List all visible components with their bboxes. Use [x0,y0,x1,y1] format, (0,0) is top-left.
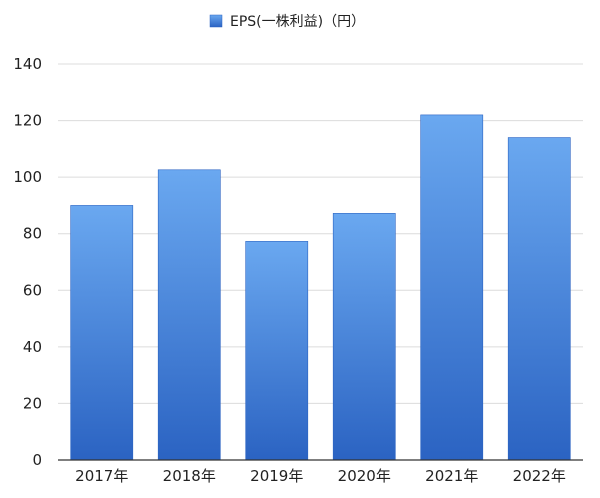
x-tick-label: 2021年 [425,467,478,485]
x-axis-ticks: 2017年 2018年 2019年 2020年 2021年 2022年 [75,467,566,485]
x-tick-label: 2020年 [338,467,391,485]
y-tick-label: 140 [13,55,42,73]
bar-2019年 [245,241,309,461]
y-tick-label: 100 [13,168,42,186]
legend: EPS(一株利益)（円） [209,14,365,30]
y-tick-label: 40 [23,338,42,356]
y-tick-label: 0 [32,451,42,469]
bar-2017年 [70,205,134,461]
y-tick-label: 120 [13,112,42,130]
y-axis-ticks: 0 20 40 60 80 100 120 140 [13,55,42,469]
bar-2020年 [332,213,396,461]
y-tick-label: 20 [23,394,42,412]
legend-label: EPS(一株利益)（円） [230,14,365,30]
bars [70,114,571,461]
x-tick-label: 2018年 [163,467,216,485]
x-tick-label: 2017年 [75,467,128,485]
x-tick-label: 2019年 [250,467,303,485]
gridlines [58,63,583,404]
y-tick-label: 80 [23,225,42,243]
bar-2022年 [507,137,571,461]
bar-2018年 [157,169,221,461]
y-tick-label: 60 [23,281,42,299]
bar-2021年 [420,114,484,461]
x-tick-label: 2022年 [513,467,566,485]
legend-swatch [209,14,223,28]
